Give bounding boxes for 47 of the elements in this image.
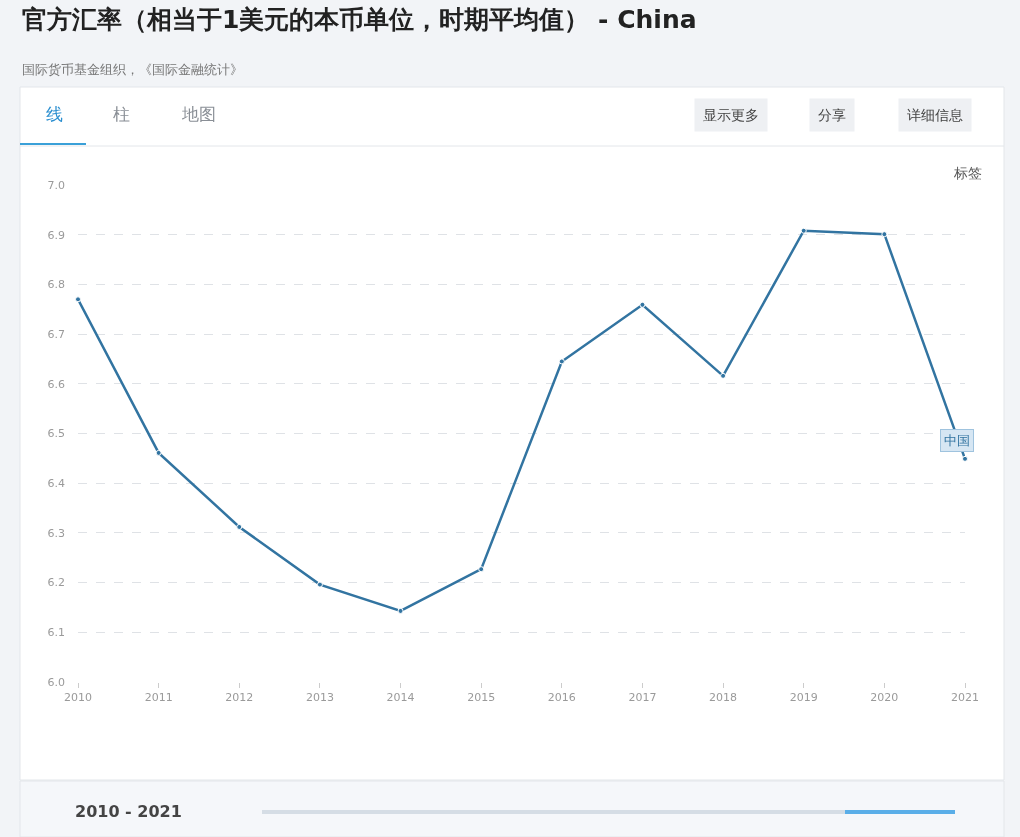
chart-subtitle: 国际货币基金组织，《国际金融统计》: [22, 62, 243, 77]
point: [75, 296, 81, 303]
x-tick-label: 2018: [709, 691, 738, 705]
y-tick-label: 7.0: [47, 178, 65, 192]
point: [558, 358, 565, 365]
y-tick-label: 6.3: [47, 526, 65, 540]
text: 分享: [818, 107, 846, 123]
point: [236, 523, 243, 530]
text: 详细信息: [907, 107, 963, 123]
text: 显示更多: [703, 107, 759, 123]
point: [397, 607, 404, 614]
point: [155, 449, 162, 456]
line-series: [75, 227, 968, 614]
text: 线: [46, 104, 63, 124]
x-tick-label: 2015: [467, 691, 496, 705]
point: [639, 301, 646, 308]
y-tick-label: 6.4: [47, 477, 65, 491]
series-label: 中国: [944, 433, 970, 448]
text: 地图: [181, 104, 216, 124]
text: 柱: [113, 104, 130, 124]
y-tick-label: 6.0: [47, 675, 65, 689]
x-tick-label: 2019: [789, 691, 818, 705]
y-tick-label: 6.1: [47, 626, 65, 640]
x-tick-label: 2012: [225, 691, 254, 705]
x-tick-label: 2011: [144, 691, 173, 705]
y-tick-label: 6.6: [47, 377, 65, 391]
y-tick-label: 6.5: [47, 427, 65, 441]
y-tick-label: 6.2: [47, 576, 65, 590]
point: [316, 581, 323, 588]
x-tick-label: 2021: [951, 691, 979, 705]
x-tick-label: 2016: [547, 691, 576, 705]
y-tick-label: 6.7: [47, 327, 65, 341]
point: [962, 455, 968, 462]
x-tick-label: 2017: [628, 691, 657, 705]
text: 2010 - 2021: [75, 802, 182, 821]
point: [720, 372, 727, 379]
x-tick-label: 2020: [870, 691, 899, 705]
point: [478, 566, 485, 573]
y-tick-label: 6.8: [47, 278, 65, 292]
text: 标签: [953, 165, 982, 181]
chart-title: 官方汇率（相当于1美元的本币单位，时期平均值） - China: [22, 5, 697, 34]
x-tick-label: 2013: [305, 691, 334, 705]
x-tick-label: 2014: [386, 691, 415, 705]
x-tick-label: 2010: [64, 691, 92, 705]
point: [881, 231, 888, 238]
point: [800, 227, 807, 234]
y-tick-label: 6.9: [47, 228, 65, 242]
